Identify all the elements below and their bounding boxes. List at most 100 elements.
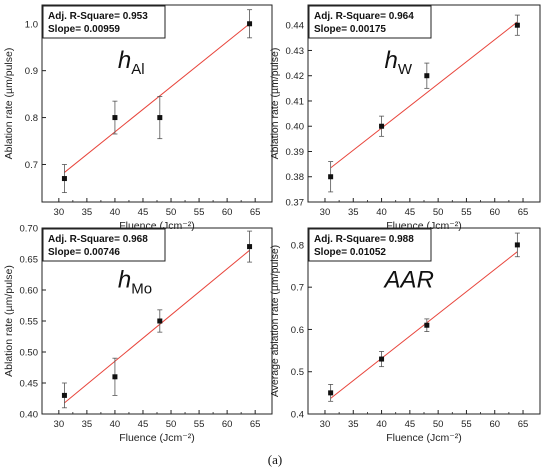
x-tick-label: 45: [405, 207, 416, 218]
y-tick-label: 0.9: [25, 66, 38, 77]
x-tick-label: 55: [461, 207, 472, 218]
data-point: [61, 392, 67, 398]
y-tick-label: 0.6: [291, 325, 304, 336]
panel-label-subscript: W: [398, 61, 413, 78]
x-tick-label: 65: [518, 207, 529, 218]
chart-panel-3: 30 35 40 45 50 55 60 65 0.40 0.45 0.50 0.55 0.60 0.65…: [3, 224, 273, 444]
x-tick-label: 65: [518, 419, 529, 430]
y-tick-label: 0.65: [20, 255, 39, 266]
y-tick-label: 0.7: [291, 283, 304, 294]
x-axis-label: Fluence (Jcm⁻²): [119, 432, 195, 444]
stats-line: Adj. R-Square= 0.964: [314, 11, 414, 22]
y-tick-label: 0.8: [291, 240, 304, 251]
x-tick-label: 50: [166, 419, 177, 430]
stats-line: Slope= 0.01052: [314, 247, 386, 258]
x-tick-label: 45: [138, 419, 149, 430]
x-tick-label: 30: [320, 419, 331, 430]
data-point: [61, 176, 67, 182]
stats-box: [42, 228, 166, 262]
data-point: [112, 374, 118, 380]
y-axis-label: Ablation rate (µm/pulse): [269, 48, 281, 160]
y-tick-label: 0.44: [286, 21, 305, 32]
y-tick-label: 0.8: [25, 113, 38, 124]
data-point: [112, 115, 118, 121]
data-point: [424, 73, 430, 79]
x-tick-label: 30: [320, 207, 331, 218]
panel-label-main: h: [118, 47, 131, 74]
y-tick-label: 0.40: [286, 122, 305, 133]
stats-box: [42, 5, 166, 39]
stats-box: [308, 228, 432, 262]
data-point: [379, 356, 385, 362]
panel-label: hAl: [118, 47, 145, 78]
data-point: [328, 174, 334, 180]
x-tick-label: 30: [54, 419, 65, 430]
y-tick-label: 0.42: [286, 71, 305, 82]
x-tick-label: 55: [461, 419, 472, 430]
x-tick-label: 55: [194, 419, 205, 430]
panel-label-main: AAR: [383, 267, 434, 294]
data-point: [247, 21, 253, 27]
data-point: [157, 115, 163, 121]
y-axis-label: Average ablation rate (µm/pulse): [269, 245, 281, 397]
y-tick-label: 0.60: [20, 286, 39, 297]
x-axis-label: Fluence (Jcm⁻²): [386, 432, 462, 444]
y-tick-label: 0.40: [20, 410, 39, 421]
x-tick-label: 35: [82, 207, 93, 218]
x-tick-label: 55: [194, 207, 205, 218]
x-tick-label: 35: [348, 419, 359, 430]
x-tick-label: 35: [348, 207, 359, 218]
x-tick-label: 60: [489, 419, 500, 430]
panel-label: hW: [385, 47, 413, 78]
figure-caption: (a): [267, 452, 283, 467]
fit-line: [64, 23, 250, 173]
x-tick-label: 40: [110, 419, 121, 430]
y-tick-label: 0.38: [286, 172, 305, 183]
fit-line: [330, 21, 518, 169]
y-tick-label: 0.7: [25, 160, 38, 171]
y-tick-label: 0.4: [291, 410, 304, 421]
chart-panel-4: 30 35 40 45 50 55 60 65 0.4 0.5 0.6 0.7 0.8 Fluence (…: [269, 227, 541, 444]
stats-line: Slope= 0.00175: [314, 24, 386, 35]
stats-line: Adj. R-Square= 0.988: [314, 234, 414, 245]
panel-label-subscript: Al: [131, 61, 144, 78]
panel-label-subscript: Mo: [131, 281, 152, 298]
x-tick-label: 50: [166, 207, 177, 218]
x-tick-label: 60: [489, 207, 500, 218]
x-tick-label: 30: [54, 207, 65, 218]
y-tick-label: 0.45: [20, 379, 39, 390]
y-tick-label: 0.41: [286, 96, 305, 107]
x-tick-label: 50: [433, 419, 444, 430]
y-tick-label: 0.50: [20, 348, 39, 359]
x-tick-label: 35: [82, 419, 93, 430]
y-tick-label: 0.43: [286, 46, 305, 57]
x-tick-label: 65: [250, 207, 261, 218]
y-tick-label: 0.39: [286, 147, 305, 158]
x-tick-label: 50: [433, 207, 444, 218]
data-point: [247, 244, 253, 250]
fit-line: [64, 249, 250, 404]
stats-line: Adj. R-Square= 0.953: [48, 11, 148, 22]
x-tick-label: 40: [376, 419, 387, 430]
stats-box: [308, 5, 432, 39]
stats-line: Slope= 0.00959: [48, 24, 120, 35]
y-tick-label: 0.70: [20, 224, 39, 235]
panel-label-main: h: [118, 267, 131, 294]
x-tick-label: 65: [250, 419, 261, 430]
panel-label: AAR: [383, 267, 434, 294]
y-tick-label: 1.0: [25, 19, 38, 30]
panel-label: hMo: [118, 267, 152, 298]
data-point: [424, 322, 430, 328]
y-axis-label: Ablation rate (µm/pulse): [3, 48, 15, 160]
stats-line: Adj. R-Square= 0.968: [48, 234, 148, 245]
x-tick-label: 45: [405, 419, 416, 430]
x-tick-label: 40: [110, 207, 121, 218]
data-point: [157, 318, 163, 324]
chart-panel-2: 30 35 40 45 50 55 60 65 0.37 0.38 0.39 0.40 0.41 0.42…: [269, 4, 541, 232]
panel-label-main: h: [385, 47, 398, 74]
y-axis-label: Ablation rate (µm/pulse): [3, 265, 15, 377]
fit-line: [330, 251, 518, 399]
y-tick-label: 0.37: [286, 198, 305, 209]
